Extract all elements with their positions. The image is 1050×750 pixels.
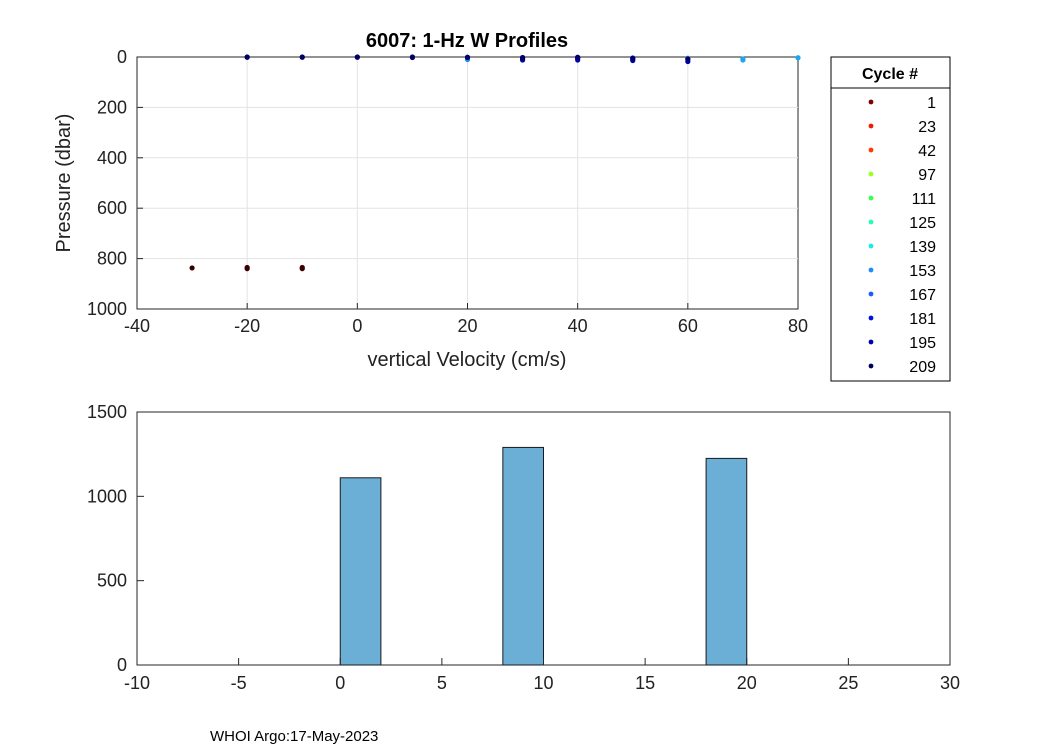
legend-marker-1 [868, 99, 874, 105]
y-tick-label: 400 [97, 148, 127, 168]
data-point-cycle-1 [189, 265, 195, 271]
legend-marker-209 [868, 363, 874, 369]
x-tick-label: 40 [568, 316, 588, 336]
data-point-cycle-209 [464, 54, 471, 60]
y-axis-label: Pressure (dbar) [53, 114, 75, 253]
legend-marker-181 [868, 315, 874, 321]
x-tick-label: 80 [788, 316, 808, 336]
legend-marker-167 [868, 291, 874, 297]
x-tick-label: 20 [737, 673, 757, 693]
legend: Cycle # 1 23 42 97 111 125 139 153 167 181 195 209 [830, 56, 951, 382]
x-tick-label: 20 [457, 316, 477, 336]
legend-marker-195 [868, 339, 874, 345]
data-point-cycle-209 [354, 54, 360, 60]
histogram-bar [705, 457, 748, 666]
legend-marker-139 [868, 243, 874, 249]
histogram-bar [339, 477, 382, 666]
scatter-x-ticks: -40 -20 0 20 40 60 80 [124, 303, 808, 336]
legend-label-111: 111 [912, 191, 936, 208]
scatter-points [189, 54, 801, 272]
legend-box [830, 56, 951, 382]
legend-label-167: 167 [909, 287, 936, 304]
legend-label-153: 153 [909, 263, 936, 280]
y-tick-label: 600 [97, 198, 127, 218]
data-point-cycle-209 [630, 55, 636, 62]
data-point-cycle-209 [299, 54, 305, 60]
legend-title: Cycle # [862, 66, 918, 83]
legend-label-209: 209 [909, 359, 936, 376]
histogram-y-ticks: 0 500 1000 1500 [87, 402, 144, 675]
legend-label-195: 195 [909, 335, 936, 352]
x-tick-label: 0 [335, 673, 345, 693]
legend-label-42: 42 [918, 143, 936, 160]
histogram-panel: -10 -5 0 5 10 15 20 25 30 0 500 1000 1500 [87, 402, 960, 693]
legend-marker-23 [868, 123, 874, 129]
x-tick-label: 10 [533, 673, 553, 693]
data-point-cycle-209 [409, 54, 416, 60]
x-axis-label: vertical Velocity (cm/s) [368, 349, 567, 371]
footer-credit: WHOI Argo:17-May-2023 [210, 728, 378, 745]
y-tick-label: 0 [117, 655, 127, 675]
legend-label-181: 181 [909, 311, 936, 328]
y-tick-label: 1000 [87, 486, 127, 506]
legend-label-23: 23 [918, 119, 936, 136]
y-tick-label: 800 [97, 249, 127, 269]
x-tick-label: 0 [352, 316, 362, 336]
x-tick-label: -10 [124, 673, 150, 693]
legend-marker-111 [868, 195, 874, 201]
legend-marker-153 [868, 267, 874, 273]
x-tick-label: 5 [437, 673, 447, 693]
legend-marker-125 [868, 219, 874, 225]
data-point-cycle-139 [740, 57, 746, 63]
x-tick-label: -20 [234, 316, 260, 336]
histogram-bar [502, 446, 545, 666]
histogram-x-ticks: -10 -5 0 5 10 15 20 25 30 [124, 658, 960, 693]
scatter-y-ticks: 0 200 400 600 800 1000 [87, 47, 143, 319]
data-point-cycle-209 [244, 54, 250, 60]
legend-marker-97 [868, 171, 874, 177]
histogram-bars [339, 446, 748, 666]
x-tick-label: 25 [838, 673, 858, 693]
legend-label-125: 125 [909, 215, 936, 232]
x-tick-label: -5 [231, 673, 247, 693]
data-point-cycle-209 [519, 55, 526, 61]
legend-marker-42 [868, 147, 874, 153]
y-tick-label: 1500 [87, 402, 127, 422]
data-point-cycle-209 [575, 54, 581, 60]
data-point-cycle-209 [685, 56, 691, 62]
data-point-cycle-1 [244, 266, 250, 272]
data-point-cycle-1 [299, 266, 305, 272]
legend-label-1: 1 [927, 95, 936, 112]
data-point-cycle-139 [795, 55, 801, 61]
chart-title: 6007: 1-Hz W Profiles [366, 30, 568, 52]
y-tick-label: 500 [97, 571, 127, 591]
profile-scatter-panel: -40 -20 0 20 40 60 80 0 200 400 600 800 1000 6007: … [53, 30, 808, 371]
legend-label-139: 139 [909, 239, 936, 256]
legend-entries: 1 23 42 97 111 125 139 153 167 181 195 209 [868, 95, 936, 376]
x-tick-label: 30 [940, 673, 960, 693]
x-tick-label: 15 [635, 673, 655, 693]
y-tick-label: 1000 [87, 299, 127, 319]
y-tick-label: 200 [97, 97, 127, 117]
x-tick-label: -40 [124, 316, 150, 336]
y-tick-label: 0 [117, 47, 127, 67]
legend-label-97: 97 [918, 167, 936, 184]
x-tick-label: 60 [678, 316, 698, 336]
